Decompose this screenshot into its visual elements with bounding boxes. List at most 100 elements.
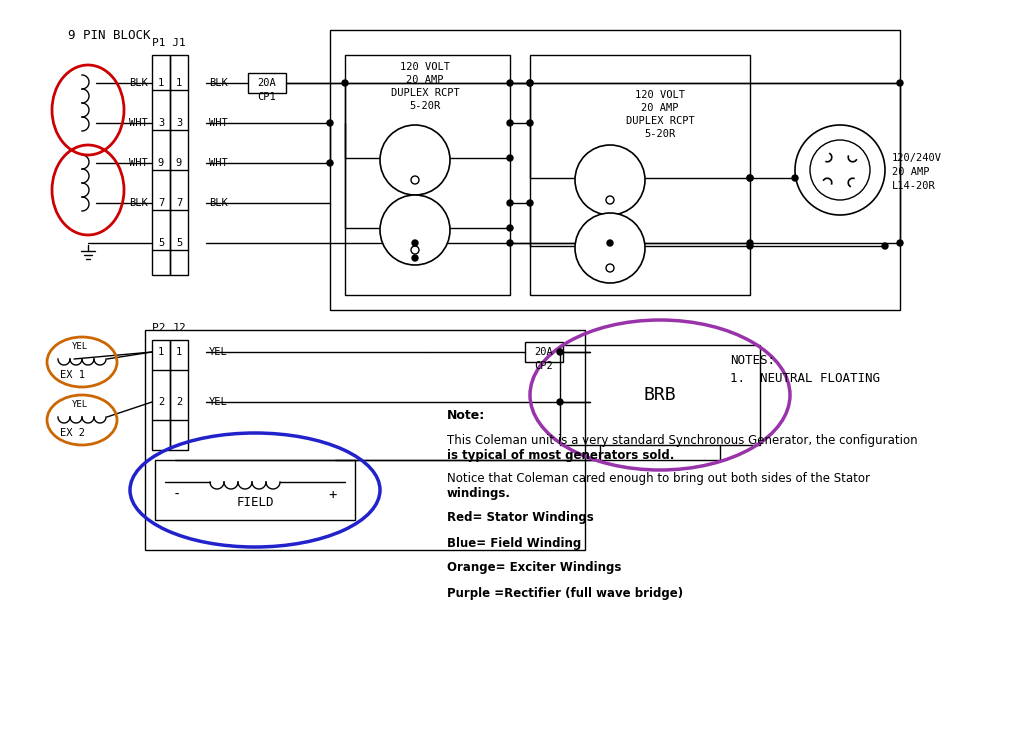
Text: 5: 5 (158, 238, 164, 248)
Text: 20A: 20A (258, 78, 276, 88)
Circle shape (380, 125, 450, 195)
Circle shape (342, 80, 348, 86)
Text: CP1: CP1 (258, 92, 276, 102)
Circle shape (527, 80, 534, 86)
Text: This Coleman unit is a very standard Synchronous Generator, the configuration: This Coleman unit is a very standard Syn… (447, 434, 918, 446)
Text: NOTES:: NOTES: (730, 354, 775, 367)
Bar (170, 55, 188, 275)
Circle shape (810, 140, 870, 200)
Bar (616, 172, 626, 190)
Text: 9: 9 (158, 158, 164, 168)
Bar (399, 152, 409, 170)
Bar (594, 240, 604, 258)
Text: P1 J1: P1 J1 (152, 38, 185, 48)
Circle shape (527, 200, 534, 206)
Bar (399, 222, 409, 240)
Text: BLK: BLK (129, 198, 148, 208)
Bar (152, 55, 170, 275)
Circle shape (792, 175, 798, 181)
Text: YEL: YEL (72, 342, 88, 351)
Text: Red= Stator Windings: Red= Stator Windings (447, 512, 594, 525)
Text: Notice that Coleman cared enough to bring out both sides of the Stator: Notice that Coleman cared enough to brin… (447, 471, 870, 484)
Text: Blue= Field Winding: Blue= Field Winding (447, 537, 582, 550)
Bar (345, 55, 510, 295)
Text: Note:: Note: (447, 409, 485, 421)
Circle shape (507, 120, 513, 126)
Text: 120 VOLT: 120 VOLT (400, 62, 450, 72)
Bar (594, 172, 604, 190)
Text: 5-20R: 5-20R (410, 101, 440, 111)
Circle shape (897, 240, 903, 246)
Text: 1: 1 (158, 347, 164, 357)
Circle shape (575, 145, 645, 215)
Text: BLK: BLK (209, 198, 227, 208)
Circle shape (507, 155, 513, 161)
Bar (525, 342, 563, 362)
Circle shape (746, 175, 753, 181)
Circle shape (507, 80, 513, 86)
Text: +: + (329, 488, 337, 502)
Bar (421, 222, 431, 240)
Text: 5-20R: 5-20R (644, 129, 676, 139)
Text: 1.  NEUTRAL FLOATING: 1. NEUTRAL FLOATING (730, 371, 880, 384)
Text: 3: 3 (158, 118, 164, 128)
Text: 3: 3 (176, 118, 182, 128)
Text: DUPLEX RCPT: DUPLEX RCPT (626, 116, 694, 126)
Circle shape (412, 255, 418, 261)
Circle shape (411, 176, 419, 184)
Circle shape (507, 225, 513, 231)
Circle shape (606, 196, 614, 204)
Text: 20 AMP: 20 AMP (892, 167, 930, 177)
Text: 20A: 20A (535, 347, 553, 357)
Text: is typical of most generators sold.: is typical of most generators sold. (447, 448, 675, 462)
Bar (152, 340, 170, 450)
Text: EX 1: EX 1 (59, 370, 85, 380)
Text: CP2: CP2 (535, 361, 553, 371)
Text: YEL: YEL (209, 397, 227, 407)
Text: YEL: YEL (209, 347, 227, 357)
Text: YEL: YEL (72, 400, 88, 409)
Circle shape (575, 213, 645, 283)
Text: windings.: windings. (447, 487, 511, 500)
Bar (145, 330, 585, 550)
Text: WHT: WHT (129, 158, 148, 168)
Text: 120 VOLT: 120 VOLT (635, 90, 685, 100)
Text: 9: 9 (176, 158, 182, 168)
Text: WHT: WHT (129, 118, 148, 128)
Text: 2: 2 (176, 397, 182, 407)
Text: -: - (173, 488, 181, 502)
Circle shape (557, 349, 563, 355)
Circle shape (527, 120, 534, 126)
Circle shape (746, 175, 753, 181)
Circle shape (507, 240, 513, 246)
Circle shape (746, 240, 753, 246)
Bar (155, 460, 355, 520)
Text: BRB: BRB (644, 386, 676, 404)
Text: 2: 2 (158, 397, 164, 407)
Circle shape (795, 125, 885, 215)
Circle shape (882, 243, 888, 249)
Text: 120/240V: 120/240V (892, 153, 942, 163)
Bar (560, 345, 760, 445)
Text: 20 AMP: 20 AMP (407, 75, 443, 85)
Bar (616, 240, 626, 258)
Text: Orange= Exciter Windings: Orange= Exciter Windings (447, 562, 622, 575)
Bar (170, 340, 188, 450)
Text: EX 2: EX 2 (59, 428, 85, 438)
Text: 7: 7 (158, 198, 164, 208)
Bar (330, 30, 900, 310)
Circle shape (411, 246, 419, 254)
Circle shape (746, 243, 753, 249)
Circle shape (557, 399, 563, 405)
Text: DUPLEX RCPT: DUPLEX RCPT (390, 88, 460, 98)
Bar (421, 152, 431, 170)
Circle shape (527, 80, 534, 86)
Text: P2 J2: P2 J2 (152, 323, 185, 333)
Text: 9 PIN BLOCK: 9 PIN BLOCK (68, 29, 151, 41)
Circle shape (412, 240, 418, 246)
Circle shape (507, 200, 513, 206)
Circle shape (606, 264, 614, 272)
Text: 5: 5 (176, 238, 182, 248)
Text: L14-20R: L14-20R (892, 181, 936, 191)
Bar (530, 55, 750, 295)
